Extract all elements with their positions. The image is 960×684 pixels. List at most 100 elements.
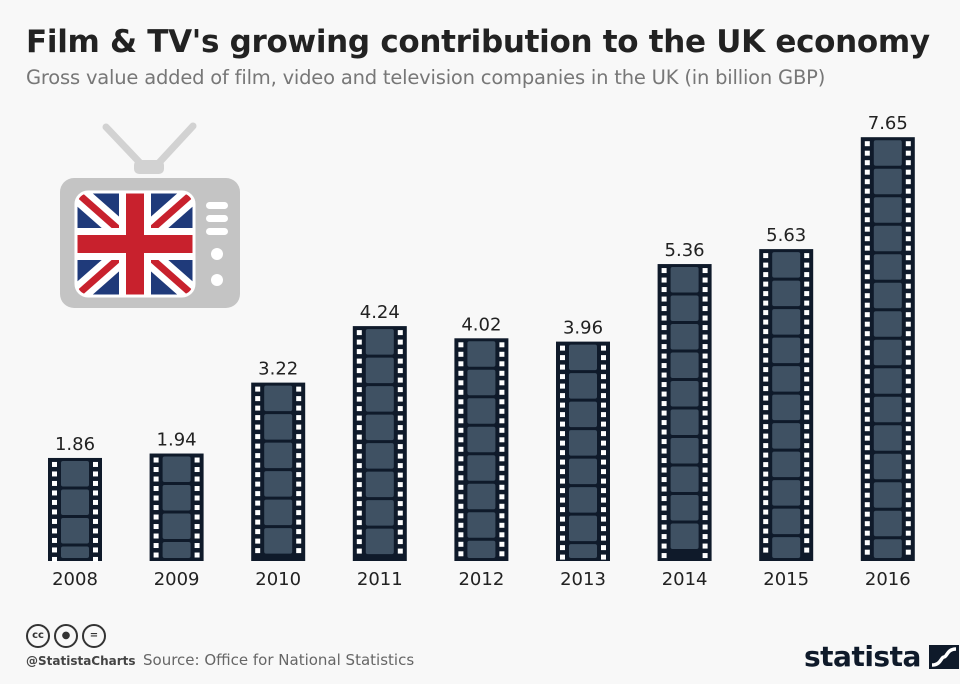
sprocket-hole bbox=[601, 421, 606, 427]
statista-handle[interactable]: @StatistaCharts bbox=[26, 654, 136, 668]
sprocket-hole bbox=[499, 532, 505, 538]
sprocket-hole bbox=[356, 501, 362, 507]
sprocket-hole bbox=[864, 312, 870, 318]
sprocket-hole bbox=[905, 207, 911, 213]
sprocket-hole bbox=[356, 539, 362, 545]
sprocket-hole bbox=[661, 372, 667, 378]
sprocket-hole bbox=[296, 405, 302, 411]
sprocket-hole bbox=[397, 415, 403, 421]
sprocket-hole bbox=[560, 374, 565, 380]
sprocket-hole bbox=[601, 355, 606, 361]
sprocket-hole bbox=[296, 443, 302, 449]
sprocket-hole bbox=[52, 518, 57, 524]
sprocket-hole bbox=[560, 488, 565, 494]
sprocket-hole bbox=[804, 319, 810, 325]
sprocket-hole bbox=[296, 481, 302, 487]
sprocket-hole bbox=[601, 526, 606, 532]
sprocket-hole bbox=[804, 367, 810, 373]
sprocket-hole bbox=[763, 471, 769, 477]
sprocket-hole bbox=[601, 535, 606, 541]
sprocket-hole bbox=[702, 429, 708, 435]
film-frame bbox=[264, 471, 293, 497]
sprocket-hole bbox=[255, 472, 261, 478]
sprocket-hole bbox=[560, 345, 565, 351]
sprocket-hole bbox=[458, 342, 464, 348]
film-frame bbox=[365, 528, 394, 555]
sprocket-hole bbox=[804, 310, 810, 316]
sprocket-hole bbox=[864, 502, 870, 508]
sprocket-hole bbox=[560, 497, 565, 503]
sprocket-hole bbox=[458, 418, 464, 424]
sprocket-hole bbox=[560, 526, 565, 532]
sprocket-hole bbox=[702, 458, 708, 464]
sprocket-hole bbox=[52, 471, 57, 477]
film-frame bbox=[772, 451, 801, 478]
sprocket-hole bbox=[93, 471, 98, 477]
x-tick-label: 2012 bbox=[458, 569, 504, 590]
sprocket-hole bbox=[905, 483, 911, 489]
sprocket-hole bbox=[601, 469, 606, 475]
sprocket-hole bbox=[458, 484, 464, 490]
statista-logo[interactable]: statista bbox=[804, 640, 959, 673]
sprocket-hole bbox=[661, 505, 667, 511]
sprocket-hole bbox=[255, 462, 261, 468]
value-label: 1.94 bbox=[157, 430, 197, 451]
sprocket-hole bbox=[296, 472, 302, 478]
sprocket-hole bbox=[864, 407, 870, 413]
sprocket-hole bbox=[864, 179, 870, 185]
sprocket-hole bbox=[905, 312, 911, 318]
film-frame bbox=[670, 295, 699, 322]
sprocket-hole bbox=[255, 500, 261, 506]
film-frame bbox=[670, 409, 699, 436]
sprocket-hole bbox=[905, 359, 911, 365]
sprocket-hole bbox=[52, 556, 57, 562]
sprocket-hole bbox=[560, 545, 565, 551]
sprocket-hole bbox=[804, 414, 810, 420]
sprocket-hole bbox=[702, 382, 708, 388]
sprocket-hole bbox=[296, 500, 302, 506]
sprocket-hole bbox=[560, 507, 565, 513]
sprocket-hole bbox=[864, 388, 870, 394]
sprocket-hole bbox=[499, 418, 505, 424]
sprocket-hole bbox=[255, 386, 261, 392]
sprocket-hole bbox=[702, 325, 708, 331]
sprocket-hole bbox=[702, 439, 708, 445]
sprocket-hole bbox=[905, 321, 911, 327]
sprocket-hole bbox=[296, 424, 302, 430]
sprocket-hole bbox=[601, 345, 606, 351]
sprocket-hole bbox=[560, 393, 565, 399]
x-tick-label: 2016 bbox=[865, 569, 911, 590]
film-frame bbox=[873, 168, 902, 195]
film-frame bbox=[873, 425, 902, 451]
sprocket-hole bbox=[296, 462, 302, 468]
sprocket-hole bbox=[255, 481, 261, 487]
sprocket-hole bbox=[804, 405, 810, 411]
sprocket-hole bbox=[661, 363, 667, 369]
sprocket-hole bbox=[804, 291, 810, 297]
sprocket-hole bbox=[601, 459, 606, 465]
sprocket-hole bbox=[397, 349, 403, 355]
sprocket-hole bbox=[296, 396, 302, 402]
film-frame bbox=[873, 482, 902, 508]
sprocket-hole bbox=[153, 467, 159, 473]
sprocket-hole bbox=[702, 268, 708, 274]
sprocket-hole bbox=[702, 372, 708, 378]
sprocket-hole bbox=[864, 511, 870, 517]
sprocket-hole bbox=[601, 516, 606, 522]
sprocket-hole bbox=[804, 519, 810, 525]
sprocket-hole bbox=[804, 348, 810, 354]
film-frame bbox=[569, 401, 597, 428]
film-frame bbox=[772, 252, 801, 278]
sprocket-hole bbox=[763, 414, 769, 420]
film-frame bbox=[772, 508, 801, 535]
sprocket-hole bbox=[458, 513, 464, 519]
sprocket-hole bbox=[194, 552, 200, 558]
sprocket-hole bbox=[763, 443, 769, 449]
sprocket-hole bbox=[52, 480, 57, 486]
sprocket-hole bbox=[356, 415, 362, 421]
sprocket-hole bbox=[864, 435, 870, 441]
sprocket-hole bbox=[255, 434, 261, 440]
sprocket-hole bbox=[255, 405, 261, 411]
sprocket-hole bbox=[153, 514, 159, 520]
sprocket-hole bbox=[560, 402, 565, 408]
